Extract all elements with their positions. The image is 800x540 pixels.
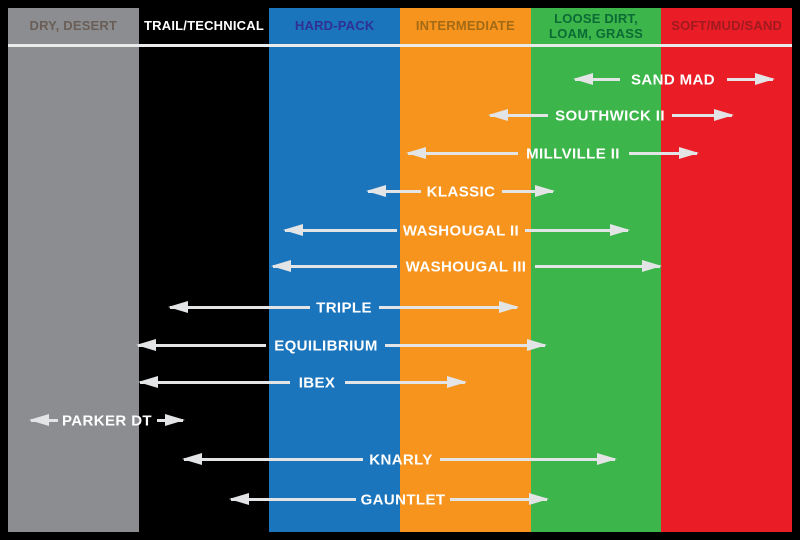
tire-label: WASHOUGAL III: [405, 258, 527, 276]
left-arrow-icon: [488, 109, 548, 121]
left-arrow-icon: [29, 414, 58, 426]
terrain-column-intermediate: INTERMEDIATE: [400, 8, 531, 532]
terrain-column-dry-desert: DRY, DESERT: [8, 8, 139, 532]
right-arrow-icon: [629, 147, 699, 159]
right-arrow-icon: [727, 73, 775, 85]
right-arrow-icon: [440, 453, 617, 465]
left-arrow-icon: [271, 260, 397, 272]
terrain-column-header: LOOSE DIRT, LOAM, GRASS: [549, 11, 643, 41]
terrain-column-header: HARD-PACK: [294, 18, 375, 34]
tire-label: GAUNTLET: [360, 491, 446, 509]
right-arrow-icon: [535, 260, 662, 272]
tire-label: MILLVILLE II: [526, 145, 620, 163]
tire-label: IBEX: [298, 374, 336, 392]
header-divider: [8, 44, 792, 47]
terrain-column-hard-pack: HARD-PACK: [269, 8, 401, 532]
left-arrow-icon: [283, 224, 397, 236]
terrain-column-header: INTERMEDIATE: [415, 18, 515, 34]
right-arrow-icon: [385, 339, 547, 351]
right-arrow-icon: [525, 224, 630, 236]
left-arrow-icon: [182, 453, 363, 465]
terrain-column-header: TRAIL/TECHNICAL: [144, 18, 264, 34]
left-arrow-icon: [168, 301, 310, 313]
terrain-column-header: SOFT/MUD/SAND: [671, 18, 783, 34]
tire-label: KLASSIC: [426, 183, 496, 201]
right-arrow-icon: [379, 301, 519, 313]
terrain-column-trail-technical: TRAIL/TECHNICAL: [138, 8, 270, 532]
left-arrow-icon: [136, 339, 266, 351]
tire-label: PARKER DT: [62, 412, 152, 430]
tire-label: TRIPLE: [316, 299, 372, 317]
tire-label: SOUTHWICK II: [555, 107, 665, 125]
tire-label: EQUILIBRIUM: [274, 337, 378, 355]
left-arrow-icon: [138, 376, 290, 388]
left-arrow-icon: [573, 73, 620, 85]
right-arrow-icon: [450, 493, 549, 505]
terrain-columns: DRY, DESERT TRAIL/TECHNICAL HARD-PACK IN…: [8, 8, 793, 532]
right-arrow-icon: [157, 414, 185, 426]
tire-label: WASHOUGAL II: [402, 222, 520, 240]
left-arrow-icon: [366, 185, 421, 197]
right-arrow-icon: [345, 376, 467, 388]
tire-label: KNARLY: [369, 451, 433, 469]
terrain-column-loose-dirt-loam-grass: LOOSE DIRT, LOAM, GRASS: [530, 8, 662, 532]
terrain-column-soft-mud-sand: SOFT/MUD/SAND: [661, 8, 793, 532]
left-arrow-icon: [406, 147, 518, 159]
tire-label: SAND MAD: [630, 71, 716, 89]
right-arrow-icon: [502, 185, 555, 197]
left-arrow-icon: [229, 493, 356, 505]
right-arrow-icon: [672, 109, 734, 121]
terrain-column-header: DRY, DESERT: [29, 18, 118, 34]
